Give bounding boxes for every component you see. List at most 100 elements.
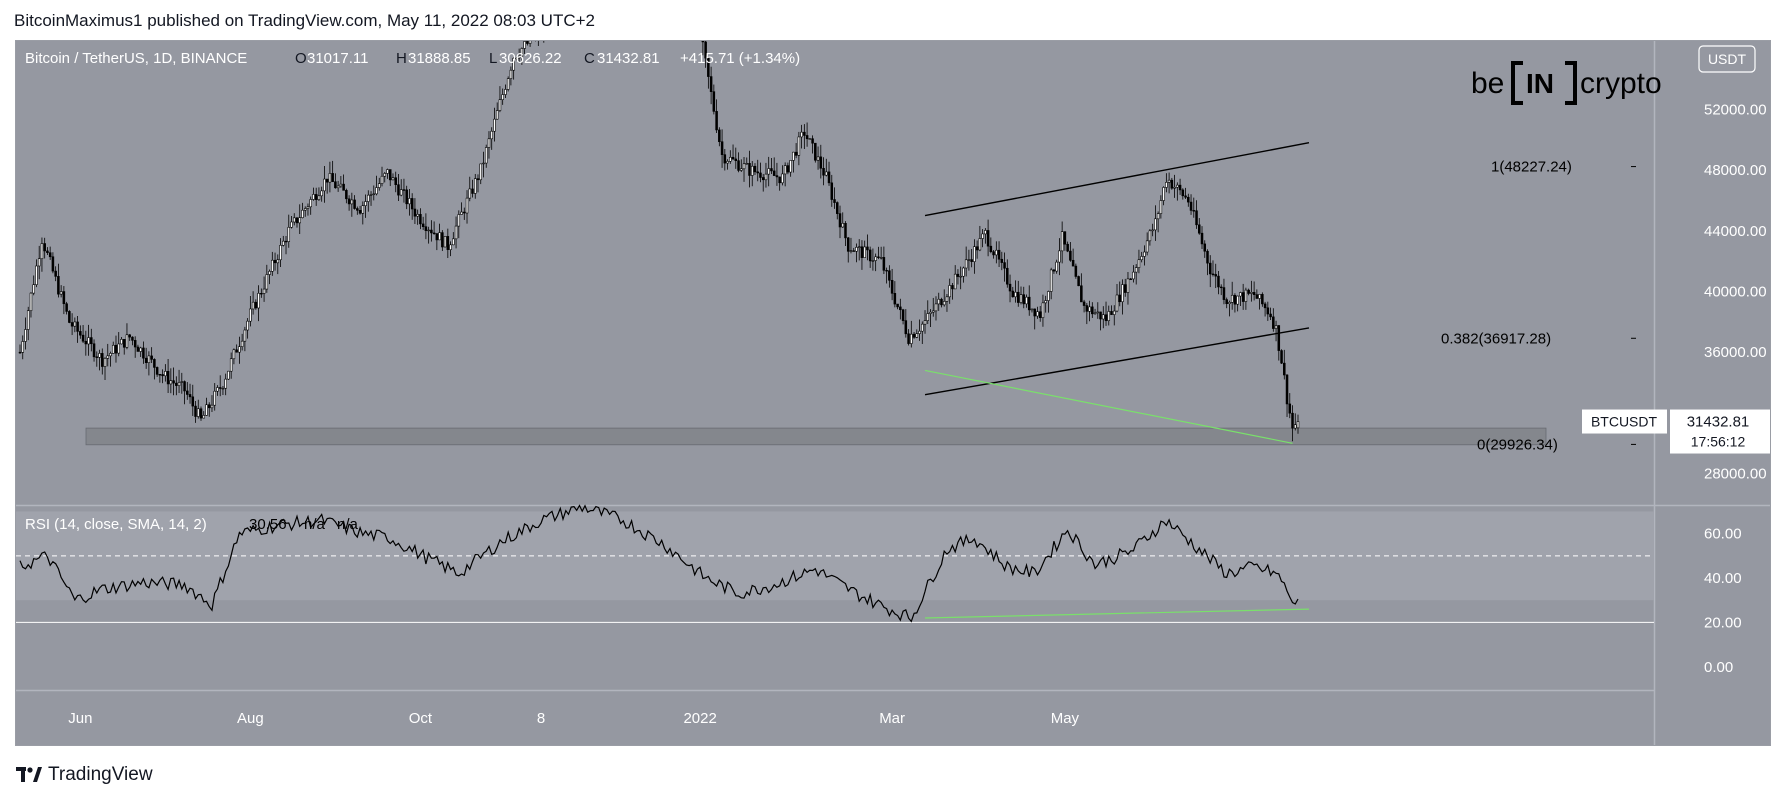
candle-body bbox=[1258, 294, 1261, 299]
time-axis-ticks: Jun Aug Oct 8 2022 Mar May bbox=[68, 710, 1079, 727]
candle-body bbox=[98, 353, 101, 358]
candle-body bbox=[959, 275, 962, 278]
currency-badge-box[interactable] bbox=[1698, 45, 1756, 73]
candle-body bbox=[175, 382, 178, 386]
candle-body bbox=[750, 165, 754, 176]
candle-body bbox=[260, 292, 263, 295]
candle-body bbox=[1099, 311, 1102, 320]
candle-body bbox=[767, 168, 770, 175]
price-axis-pane[interactable] bbox=[1655, 41, 1770, 745]
candle-body bbox=[1250, 292, 1253, 294]
candle-body bbox=[1156, 213, 1160, 220]
candle-body bbox=[918, 330, 921, 334]
candle-body bbox=[133, 340, 137, 348]
time-tick-label: May bbox=[1051, 710, 1080, 727]
candle-body bbox=[929, 311, 932, 314]
candle-body bbox=[731, 156, 735, 160]
time-tick-label: Aug bbox=[237, 710, 264, 727]
time-tick-label: Jun bbox=[68, 710, 92, 727]
candle-body bbox=[1038, 311, 1042, 319]
candle-body bbox=[380, 175, 384, 184]
candle-body bbox=[1261, 294, 1264, 305]
candle-body bbox=[347, 198, 351, 205]
candle-body bbox=[473, 178, 477, 194]
candle-body bbox=[356, 208, 359, 211]
candle-body bbox=[978, 238, 982, 251]
candle-body bbox=[1293, 424, 1297, 429]
candle-body bbox=[1137, 259, 1141, 268]
candle-body bbox=[243, 329, 247, 342]
price-pane[interactable] bbox=[16, 41, 1654, 504]
candle-body bbox=[191, 396, 195, 407]
currency-badge-label[interactable]: USDT bbox=[1708, 51, 1747, 67]
candle-body bbox=[814, 142, 817, 161]
candle-body bbox=[1285, 374, 1289, 405]
candle-body bbox=[844, 223, 847, 239]
candle-body bbox=[303, 208, 307, 211]
candle-body bbox=[841, 223, 845, 228]
candle-body bbox=[202, 415, 206, 419]
candle-body bbox=[158, 374, 162, 376]
candle-body bbox=[432, 232, 436, 235]
candle-body bbox=[515, 57, 518, 60]
rsi-legend-value: 30.56 bbox=[249, 516, 287, 533]
rsi-tick-label: 40.00 bbox=[1704, 570, 1742, 587]
candle-body bbox=[945, 296, 949, 302]
candle-body bbox=[901, 309, 905, 321]
candle-body bbox=[740, 168, 743, 171]
annotations bbox=[924, 142, 1310, 619]
candle-body bbox=[896, 303, 899, 308]
candle-body bbox=[808, 138, 812, 140]
candle-body bbox=[161, 374, 164, 377]
candle-body bbox=[803, 131, 806, 136]
candle-body bbox=[915, 333, 919, 338]
legend-close: 31432.81 bbox=[597, 50, 660, 67]
watermark-be: be bbox=[1471, 67, 1504, 100]
legend-open: 31017.11 bbox=[307, 50, 368, 67]
candle-body bbox=[438, 232, 441, 241]
candle-body bbox=[29, 292, 33, 312]
rsi-legend-na-1: n/a bbox=[304, 516, 326, 533]
candle-body bbox=[218, 387, 222, 389]
candle-body bbox=[246, 320, 249, 331]
tradingview-logo[interactable]: TradingView bbox=[16, 764, 153, 786]
candle-body bbox=[726, 161, 729, 164]
symbol-tag-label: BTCUSDT bbox=[1591, 414, 1658, 430]
candle-body bbox=[427, 229, 430, 232]
candle-body bbox=[367, 194, 370, 202]
candle-body bbox=[1176, 184, 1179, 188]
candle-body bbox=[21, 341, 25, 353]
candle-body bbox=[504, 89, 507, 95]
candle-body bbox=[37, 258, 41, 267]
candle-body bbox=[487, 138, 491, 148]
candle-body bbox=[114, 344, 118, 354]
candle-body bbox=[92, 343, 96, 358]
candle-body bbox=[953, 273, 957, 290]
candle-body bbox=[882, 257, 886, 271]
candle-body bbox=[240, 340, 244, 347]
candle-body bbox=[956, 273, 960, 277]
candle-body bbox=[1044, 300, 1047, 304]
candle-body bbox=[899, 306, 902, 311]
candle-body bbox=[893, 293, 897, 305]
time-axis-pane[interactable] bbox=[16, 692, 1654, 745]
currency-badge[interactable]: USDT bbox=[1698, 45, 1756, 73]
candle-body bbox=[1118, 294, 1121, 303]
candle-body bbox=[509, 69, 513, 79]
candle-body bbox=[816, 156, 820, 161]
time-tick-label: 8 bbox=[537, 710, 545, 727]
candle-body bbox=[789, 160, 792, 173]
price-tag-countdown: 17:56:12 bbox=[1691, 434, 1746, 450]
candle-body bbox=[1017, 291, 1020, 303]
chart-svg[interactable]: Bitcoin / TetherUS, 1D, BINANCE O 31017.… bbox=[16, 0, 1770, 745]
candle-body bbox=[1112, 310, 1116, 315]
chart-frame[interactable]: Bitcoin / TetherUS, 1D, BINANCE O 31017.… bbox=[15, 0, 1771, 746]
candle-body bbox=[103, 358, 107, 367]
candle-body bbox=[838, 213, 842, 228]
candle-body bbox=[84, 340, 88, 345]
candle-body bbox=[386, 169, 389, 174]
candle-body bbox=[463, 211, 466, 214]
time-tick-label: Oct bbox=[409, 710, 433, 727]
candle-body bbox=[934, 303, 938, 312]
candle-body bbox=[1011, 290, 1015, 298]
